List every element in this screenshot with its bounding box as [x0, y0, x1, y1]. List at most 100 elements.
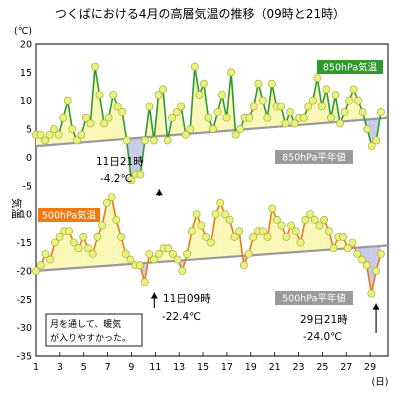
annotation-11-09-time: 11日09時	[163, 293, 211, 305]
series-500-anomaly-fill	[83, 236, 88, 268]
series-500-anomaly-fill	[224, 214, 230, 258]
x-tick-label: 21	[269, 362, 281, 373]
annotation-29-21-time: 29日21時	[300, 314, 348, 326]
series-850-point	[50, 125, 59, 134]
y-tick-label: 0	[26, 153, 32, 164]
series-850-point	[186, 125, 195, 134]
x-axis-label: (日)	[372, 377, 389, 388]
series-500-point	[145, 249, 154, 258]
series-850-point	[218, 91, 226, 100]
note-box	[45, 313, 143, 347]
series-500-point	[339, 232, 347, 241]
label-500-temperature-bg	[38, 208, 100, 222]
series-500-point	[197, 221, 206, 230]
x-tick-label: 19	[245, 362, 257, 373]
series-850-point	[331, 91, 340, 100]
annotations: 11日21時 -4.2℃ 11日09時 -22.4℃ 29日21時 -24.0℃ 月を通して…	[45, 156, 380, 347]
series-850-anomaly-fill	[135, 137, 141, 175]
series-500-point	[173, 255, 182, 264]
series-850-point	[231, 130, 240, 139]
series-850-point	[159, 85, 167, 94]
note-line-1: 月を通して、暖気	[50, 318, 121, 330]
series-850-point	[326, 113, 335, 122]
series-850-point	[81, 113, 90, 122]
series-500-point	[202, 232, 211, 241]
series-850-point	[150, 136, 158, 145]
series-500-point	[376, 249, 385, 258]
series-850-point	[349, 85, 358, 94]
y-unit-label: (℃)	[14, 26, 32, 37]
series-850-point	[308, 96, 317, 105]
series-500-point	[98, 221, 107, 230]
series-850-point	[113, 102, 122, 111]
series-500-point	[192, 210, 201, 219]
annotation-29-21-arrow-head	[372, 303, 380, 310]
series-500-point	[117, 232, 125, 241]
label-500-normal-bg	[275, 291, 353, 305]
series-500-point	[112, 215, 121, 224]
series-850-point	[376, 108, 385, 117]
series-850-anomaly-fill	[94, 66, 100, 142]
series-850-point	[199, 79, 208, 88]
series-500-anomaly-fill	[64, 231, 70, 269]
series-500-anomaly-fill	[116, 219, 122, 266]
series-850-point	[177, 102, 186, 111]
series-850-point	[100, 119, 109, 128]
x-tick-label: 27	[340, 362, 352, 373]
series-500-point	[65, 227, 74, 236]
series-850-point	[340, 108, 349, 117]
x-tick-label: 15	[197, 362, 209, 373]
series-500-point	[225, 215, 234, 224]
series-850-point	[267, 79, 276, 88]
label-850-temperature: 850hPa気温	[323, 62, 378, 74]
series-850-point	[277, 102, 285, 111]
series-850-point	[354, 96, 363, 105]
y-tick-label: -25	[16, 295, 32, 306]
series-500-point	[282, 232, 291, 241]
series-850-point	[122, 136, 131, 145]
series-500-point	[362, 261, 371, 270]
series-500-point	[154, 249, 163, 258]
series-850-point	[154, 91, 163, 100]
series-850-point	[190, 62, 199, 71]
series-850-point	[249, 102, 258, 111]
chart-title: つくばにおける4月の高層気温の推移（09時と21時）	[55, 6, 345, 21]
series-500-point	[32, 266, 40, 275]
series-500-point	[74, 244, 83, 253]
series-850-point	[72, 136, 81, 145]
series-500-point	[69, 238, 78, 247]
series-500-point	[79, 232, 88, 241]
series-points	[32, 62, 385, 298]
series-500-anomaly-fill	[258, 231, 263, 255]
series-500-anomaly-fill	[102, 202, 107, 267]
plot-frame	[35, 43, 389, 357]
series-850-point	[145, 102, 154, 111]
series-850-point	[86, 119, 95, 128]
y-tick-label: 5	[26, 125, 32, 136]
series-500-point	[93, 232, 102, 241]
x-tick-label: 23	[292, 362, 304, 373]
series-850-anomaly-fill	[276, 106, 282, 127]
series-850-point	[299, 113, 308, 122]
series-850-point	[68, 125, 77, 134]
annotation-11-09-value: -22.4℃	[162, 311, 201, 323]
series-500-point	[55, 232, 64, 241]
series-850-point	[95, 91, 104, 100]
series-850-point	[358, 108, 367, 117]
series-500-point	[291, 227, 300, 236]
series-500-point	[315, 221, 324, 230]
y-tick-label: -15	[16, 238, 32, 249]
annotation-11-09-arrow-head	[150, 292, 158, 299]
series-500-point	[348, 238, 357, 247]
series-850-point	[236, 125, 245, 134]
series-500-point	[135, 261, 144, 270]
x-tick-label: 17	[221, 362, 233, 373]
series-850-anomaly-fill	[353, 89, 359, 121]
series-850-point	[136, 170, 145, 179]
y-tick-label: -35	[16, 352, 32, 363]
series-850-point	[227, 68, 236, 77]
series-850-anomaly-fill	[158, 89, 164, 137]
series-500-point	[287, 221, 296, 230]
series-850-point	[209, 125, 217, 134]
series-500-point	[306, 210, 314, 219]
